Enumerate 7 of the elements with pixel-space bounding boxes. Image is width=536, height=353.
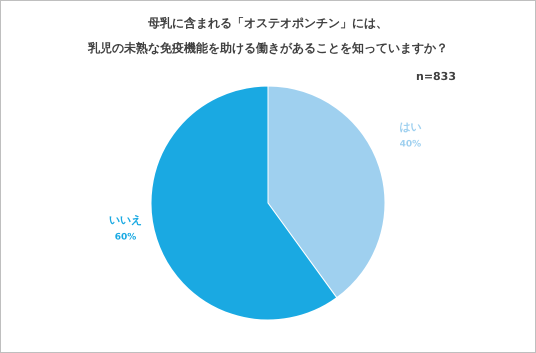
data-label: 40%: [400, 140, 422, 150]
chart-subtitle: 乳児の未熟な免疫機能を助ける働きがあることを知っていますか？: [87, 41, 448, 55]
data-label: 60%: [114, 232, 136, 242]
chart-title: 母乳に含まれる「オステオポンチン」には、: [147, 16, 388, 30]
slice-label: いいえ: [109, 213, 142, 226]
text: n=833: [416, 70, 456, 83]
slice-label: はい: [399, 120, 422, 134]
